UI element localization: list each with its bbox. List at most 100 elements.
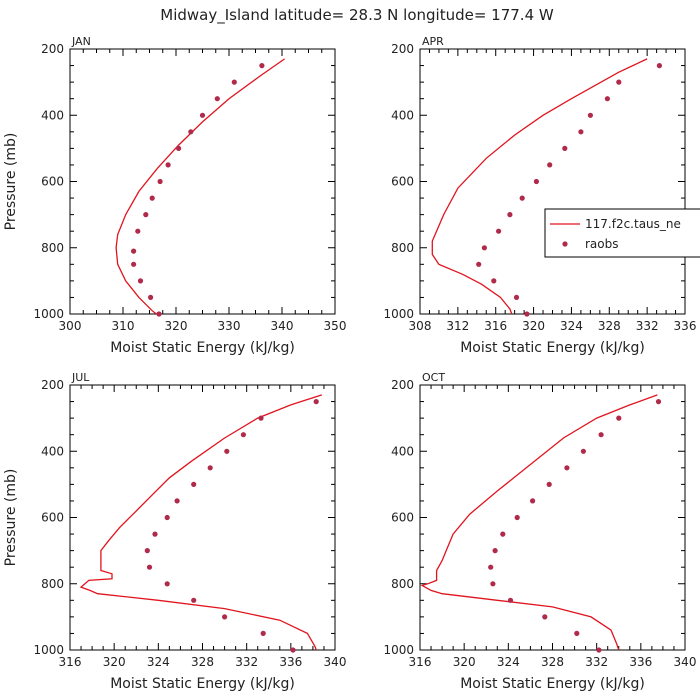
data-point-raobs	[490, 581, 496, 587]
data-point-raobs	[547, 162, 553, 168]
data-point-raobs	[491, 278, 497, 284]
data-point-raobs	[144, 548, 150, 554]
data-point-raobs	[481, 245, 487, 251]
data-point-raobs	[596, 647, 602, 653]
x-axis-label: Moist Static Energy (kJ/kg)	[110, 340, 295, 356]
data-point-raobs	[564, 465, 570, 471]
x-tick-label: 324	[497, 655, 520, 669]
x-tick-label: 320	[103, 655, 126, 669]
x-tick-label: 312	[446, 319, 469, 333]
data-point-raobs	[156, 311, 162, 317]
data-point-raobs	[507, 597, 514, 603]
y-tick-label: 800	[41, 577, 64, 591]
data-point-raobs	[524, 311, 530, 317]
y-tick-label: 1000	[383, 643, 414, 657]
x-tick-label: 320	[165, 319, 188, 333]
y-tick-label: 1000	[33, 643, 64, 657]
x-tick-label: 330	[218, 319, 241, 333]
x-tick-label: 308	[409, 319, 432, 333]
y-tick-label: 600	[391, 175, 414, 189]
data-point-raobs	[580, 448, 587, 454]
x-tick-label: 316	[59, 655, 82, 669]
legend-obs-label: raobs	[585, 237, 619, 251]
data-point-raobs	[152, 531, 158, 537]
data-point-raobs	[598, 432, 604, 438]
data-point-raobs	[514, 514, 520, 521]
series-line-model	[115, 58, 285, 314]
data-point-raobs	[258, 415, 264, 421]
y-axis-label: Pressure (mb)	[3, 133, 19, 231]
data-point-raobs	[174, 498, 180, 504]
y-tick-label: 800	[391, 577, 414, 591]
data-point-raobs	[574, 630, 580, 637]
figure-title: Midway_Island latitude= 28.3 N longitude…	[160, 6, 554, 25]
data-point-raobs	[488, 564, 494, 570]
y-tick-label: 200	[41, 42, 64, 56]
plot-frame	[69, 384, 336, 651]
y-tick-label: 600	[391, 511, 414, 525]
data-point-raobs	[507, 212, 513, 218]
x-tick-label: 332	[585, 655, 608, 669]
x-tick-label: 340	[324, 655, 347, 669]
data-point-raobs	[207, 465, 213, 471]
x-tick-label: 328	[598, 319, 621, 333]
y-tick-label: 1000	[383, 307, 414, 321]
x-tick-label: 328	[191, 655, 214, 669]
data-point-raobs	[656, 63, 663, 69]
y-tick-label: 400	[391, 444, 414, 458]
panel-label: OCT	[422, 371, 445, 384]
x-tick-label: 300	[59, 319, 82, 333]
y-axis-label: Pressure (mb)	[3, 469, 19, 567]
legend-obs-swatch	[562, 241, 568, 247]
data-point-raobs	[199, 112, 206, 118]
data-point-raobs	[313, 399, 319, 405]
legend-box	[544, 208, 700, 258]
panel-jan: JAN 300 310 320 330 340 350 200 400 600 800 1000 Moi…	[3, 35, 346, 356]
data-point-raobs	[655, 399, 662, 405]
data-point-raobs	[562, 145, 568, 151]
panel-label: APR	[422, 35, 444, 48]
panel-oct: OCT 316 320 324 328 332 336 340 200 400 600 800 1000…	[383, 371, 696, 692]
y-tick-label: 400	[41, 108, 64, 122]
data-point-raobs	[542, 614, 548, 620]
x-tick-label: 350	[324, 319, 347, 333]
data-point-raobs	[131, 248, 137, 254]
data-point-raobs	[224, 448, 230, 454]
y-tick-label: 600	[41, 511, 64, 525]
data-point-raobs	[260, 630, 266, 637]
x-axis-label: Moist Static Energy (kJ/kg)	[460, 340, 645, 356]
x-tick-label: 340	[271, 319, 294, 333]
x-tick-label: 332	[235, 655, 258, 669]
data-point-raobs	[616, 415, 622, 421]
y-tick-label: 800	[391, 241, 414, 255]
panel-apr: APR 308 312 316 320 324 328 332 336 200 400 600 800 1…	[383, 35, 696, 356]
data-point-raobs	[492, 548, 498, 554]
x-tick-label: 340	[674, 655, 697, 669]
data-point-raobs	[222, 614, 228, 620]
plot-frame	[69, 48, 336, 315]
data-point-raobs	[240, 432, 246, 438]
data-point-raobs	[616, 79, 622, 85]
data-point-raobs	[476, 261, 482, 267]
data-point-raobs	[143, 212, 149, 218]
data-point-raobs	[290, 647, 296, 653]
panel-label: JUL	[71, 371, 90, 384]
data-point-raobs	[165, 162, 171, 168]
data-point-raobs	[131, 261, 137, 267]
x-tick-label: 320	[522, 319, 545, 333]
series-line-model	[79, 394, 322, 650]
data-point-raobs	[191, 481, 197, 487]
data-point-raobs	[176, 145, 182, 151]
plot-frame	[419, 384, 686, 651]
plot-frame	[419, 48, 686, 315]
data-point-raobs	[137, 278, 144, 284]
data-point-raobs	[135, 228, 141, 234]
y-tick-label: 200	[391, 378, 414, 392]
data-point-raobs	[149, 195, 155, 201]
data-point-raobs	[259, 63, 265, 69]
legend-model-label: 117.f2c.taus_ne	[585, 217, 681, 231]
data-point-raobs	[496, 228, 502, 234]
series-line-model	[431, 58, 648, 314]
